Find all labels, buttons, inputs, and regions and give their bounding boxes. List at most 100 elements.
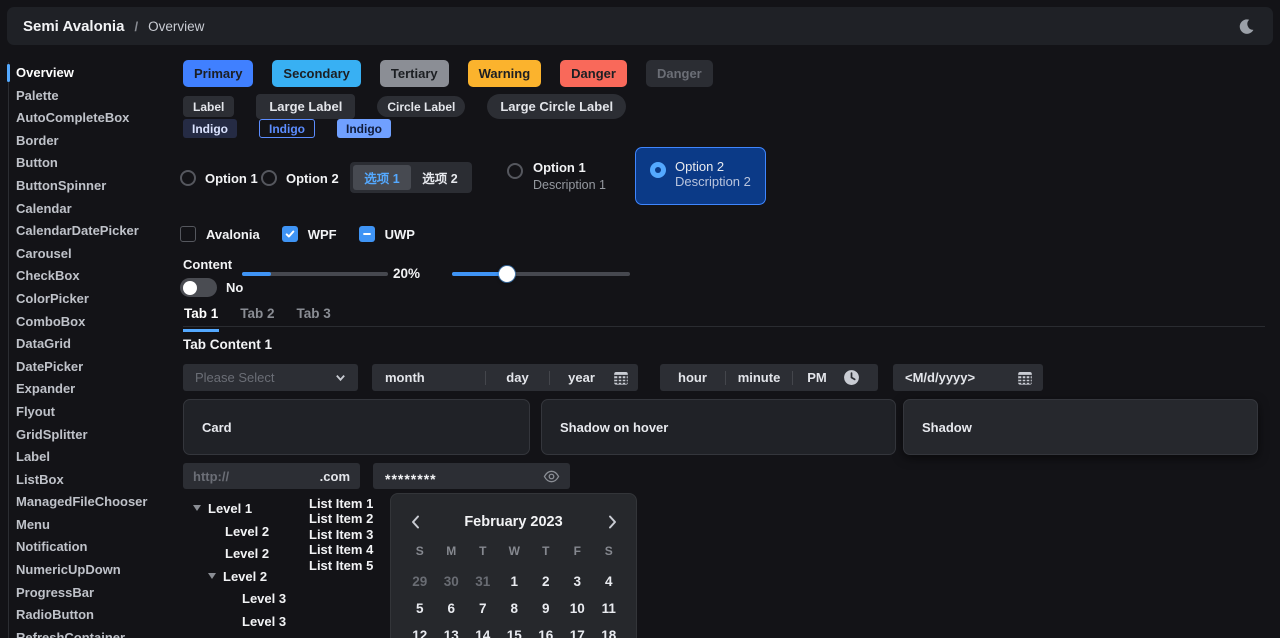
sidebar-item-combobox[interactable]: ComboBox (16, 313, 86, 329)
sidebar-item-numericupdown[interactable]: NumericUpDown (16, 562, 121, 578)
sidebar-item-radiobutton[interactable]: RadioButton (16, 607, 94, 623)
sidebar-item-gridsplitter[interactable]: GridSplitter (16, 426, 88, 442)
calendar-date[interactable]: 5 (415, 601, 424, 616)
sidebar-item-menu[interactable]: Menu (16, 516, 50, 532)
secondary-button[interactable]: Secondary (272, 60, 361, 87)
select-dropdown[interactable]: Please Select (183, 364, 358, 391)
sidebar-item-calendar[interactable]: Calendar (16, 200, 72, 216)
tab-1[interactable]: Tab 1 (183, 304, 220, 332)
time-ampm-segment[interactable]: PM (807, 370, 827, 385)
danger-button[interactable]: Danger (560, 60, 627, 87)
calendar-date[interactable]: 15 (506, 628, 522, 638)
radio-with-description-1[interactable]: Option 1 Description 1 (507, 160, 606, 192)
sidebar-item-datagrid[interactable]: DataGrid (16, 336, 71, 352)
checkbox-unchecked-icon[interactable] (180, 226, 196, 242)
sidebar-item-datepicker[interactable]: DatePicker (16, 358, 84, 374)
toggle-switch-off[interactable] (180, 278, 217, 297)
checkbox-label[interactable]: WPF (307, 226, 337, 242)
date-picker[interactable]: month day year (372, 364, 638, 391)
sidebar-item-flyout[interactable]: Flyout (16, 403, 55, 419)
warning-button[interactable]: Warning (467, 60, 542, 87)
calendar-date[interactable]: 12 (412, 628, 428, 638)
calendar-date[interactable]: 10 (569, 601, 585, 616)
sidebar-item-button[interactable]: Button (16, 155, 58, 171)
calendar-date[interactable]: 29 (412, 574, 428, 589)
sidebar-item-label[interactable]: Label (16, 449, 50, 465)
radio-option-2[interactable]: Option 2 (261, 170, 339, 186)
segment-option-1[interactable]: 选项 1 (353, 165, 411, 190)
sidebar-item-refreshcontainer[interactable]: RefreshContainer (16, 629, 126, 638)
calendar-date[interactable]: 9 (541, 601, 550, 616)
calendar-date[interactable]: 4 (604, 574, 613, 589)
list-item[interactable]: List Item 1 (309, 496, 374, 511)
time-picker[interactable]: hour minute PM (660, 364, 878, 391)
calendar-date[interactable]: 30 (443, 574, 459, 589)
time-hour-segment[interactable]: hour (678, 370, 707, 385)
radio-option-1[interactable]: Option 1 (180, 170, 258, 186)
sidebar-item-listbox[interactable]: ListBox (16, 471, 64, 487)
tab-3[interactable]: Tab 3 (296, 306, 331, 321)
sidebar-item-managedfilechooser[interactable]: ManagedFileChooser (16, 494, 148, 510)
calendar-date[interactable]: 14 (475, 628, 491, 638)
calendar-prev-button[interactable] (405, 512, 425, 532)
time-minute-segment[interactable]: minute (737, 370, 781, 385)
calendar-date[interactable]: 6 (447, 601, 455, 616)
sidebar-item-progressbar[interactable]: ProgressBar (16, 584, 95, 600)
tree-expand-icon[interactable] (193, 505, 201, 511)
calendar-date[interactable]: 7 (478, 601, 487, 616)
calendar-date[interactable]: 16 (538, 628, 554, 638)
calendar-date[interactable]: 17 (569, 628, 585, 638)
sidebar-item-buttonspinner[interactable]: ButtonSpinner (16, 177, 107, 193)
tree-node-level2[interactable]: Level 2 (225, 521, 269, 541)
calendar-date[interactable]: 8 (510, 601, 518, 616)
calendar-next-button[interactable] (602, 512, 622, 532)
checkbox-indeterminate-icon[interactable] (358, 226, 375, 242)
slider-2-thumb[interactable] (499, 266, 515, 282)
sidebar-item-palette[interactable]: Palette (16, 87, 59, 103)
password-input[interactable]: ******** (373, 463, 570, 489)
slider-1[interactable] (242, 272, 388, 276)
calendar-date[interactable]: 13 (443, 628, 459, 638)
sidebar-item-colorpicker[interactable]: ColorPicker (16, 290, 89, 306)
url-input[interactable]: http:// .com (183, 463, 360, 489)
list-item[interactable]: List Item 4 (309, 542, 374, 558)
list-item[interactable]: List Item 2 (309, 511, 374, 527)
sidebar-item-checkbox[interactable]: CheckBox (16, 268, 80, 284)
eye-icon[interactable] (543, 468, 560, 485)
tree-node-level1[interactable]: Level 1 (193, 498, 252, 518)
checkbox-checked-icon[interactable] (281, 226, 298, 242)
tree-node-level2[interactable]: Level 2 (225, 543, 269, 563)
calendar-date[interactable]: 3 (573, 574, 581, 589)
date-day-segment[interactable]: day (506, 370, 529, 385)
checkbox-label[interactable]: Avalonia (206, 226, 260, 242)
radio-card-selected[interactable]: Option 2 Description 2 (635, 147, 766, 205)
theme-toggle-button[interactable] (1235, 15, 1257, 37)
segment-option-2[interactable]: 选项 2 (422, 172, 458, 186)
calendar-date[interactable]: 2 (541, 574, 550, 589)
sidebar-item-notification[interactable]: Notification (16, 539, 88, 555)
date-year-segment[interactable]: year (568, 370, 595, 385)
tree-node-level3[interactable]: Level 3 (242, 611, 286, 631)
tree-node-level2-expanded[interactable]: Level 2 (208, 566, 267, 586)
sidebar-item-carousel[interactable]: Carousel (16, 245, 72, 261)
sidebar-item-border[interactable]: Border (16, 132, 59, 148)
calendar-date[interactable]: 31 (475, 574, 491, 589)
sidebar-item-autocompletebox[interactable]: AutoCompleteBox (16, 110, 130, 126)
tab-2[interactable]: Tab 2 (240, 306, 275, 321)
calendar-date[interactable]: 18 (601, 628, 617, 638)
sidebar-item-overview[interactable]: Overview (0, 62, 180, 85)
tree-expand-icon[interactable] (208, 573, 216, 579)
format-date-picker[interactable]: <M/d/yyyy> (893, 364, 1043, 391)
list-item[interactable]: List Item 3 (309, 526, 374, 542)
slider-2[interactable] (452, 266, 630, 282)
sidebar-item-expander[interactable]: Expander (16, 381, 76, 397)
calendar-date[interactable]: 11 (601, 601, 616, 616)
calendar-date[interactable]: 1 (510, 574, 518, 589)
tree-node-level3[interactable]: Level 3 (242, 588, 286, 608)
tertiary-button[interactable]: Tertiary (379, 60, 449, 87)
checkbox-label[interactable]: UWP (384, 226, 415, 242)
primary-button[interactable]: Primary (183, 60, 254, 87)
sidebar-item-calendardatepicker[interactable]: CalendarDatePicker (16, 223, 139, 239)
date-month-segment[interactable]: month (385, 370, 425, 385)
list-item[interactable]: List Item 5 (309, 557, 374, 573)
